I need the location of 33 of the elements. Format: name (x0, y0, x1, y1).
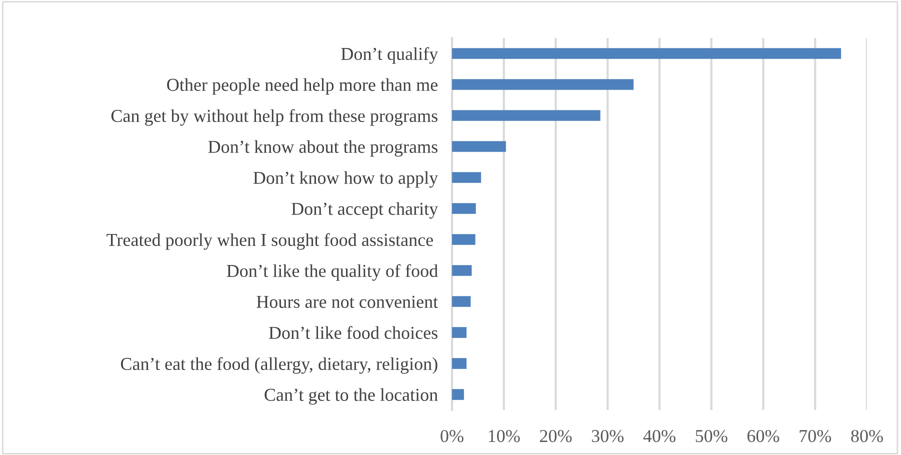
x-tick-label: 40% (643, 430, 676, 442)
x-tick-label: 20% (540, 430, 572, 442)
bar (452, 110, 600, 121)
bar (452, 234, 476, 245)
x-tick-label: 50% (696, 430, 728, 442)
x-tick-label: 30% (592, 430, 624, 442)
y-tick-label: Don’t like food choices (268, 326, 438, 339)
y-tick-label: Other people need help more than me (167, 78, 438, 95)
bar (452, 296, 471, 307)
bar (452, 48, 842, 59)
bar (452, 327, 467, 338)
x-tick-label: 0% (440, 430, 464, 442)
y-tick-label: Don’t like the quality of food (226, 264, 438, 281)
y-tick-label: Can’t get to the location (264, 388, 438, 405)
y-tick-label: Treated poorly when I sought food assistance (106, 233, 433, 250)
y-tick-label: Don’t know about the programs (208, 140, 438, 157)
y-tick-label: Don’t qualify (341, 47, 438, 64)
y-tick-label: Can get by without help from these programs (111, 109, 438, 126)
bar (452, 141, 506, 152)
x-tick-label: 60% (747, 430, 780, 442)
bar (452, 203, 476, 214)
x-tick-label: 10% (488, 430, 520, 442)
y-tick-label: Don’t accept charity (292, 202, 438, 219)
x-tick-label: 80% (851, 430, 883, 442)
y-tick-label: Hours are not convenient (256, 296, 438, 308)
x-tick-label: 70% (800, 430, 832, 442)
y-tick-label: Can’t eat the food (allergy, dietary, religion) (120, 357, 438, 374)
bar (452, 389, 464, 400)
bar (452, 172, 482, 183)
y-tick-label: Don’t know how to apply (253, 171, 438, 188)
bar (452, 79, 634, 90)
bar (452, 358, 467, 369)
bar (452, 265, 472, 276)
